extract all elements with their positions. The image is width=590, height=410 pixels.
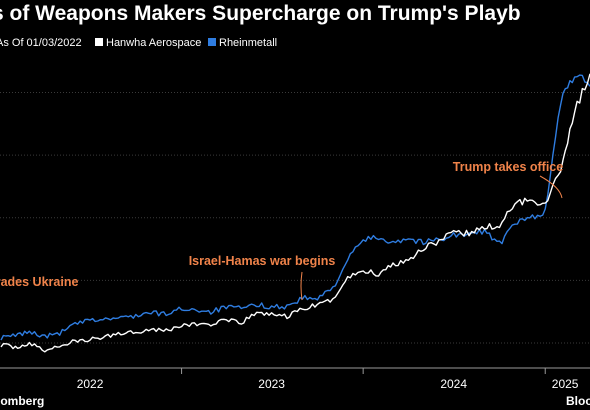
x-tick-label-2023: 2023 [258,377,285,391]
legend-note: As Of 01/03/2022 [0,37,82,49]
annotation-label-2: Trump takes office [453,160,563,174]
annotation-label-1: Israel-Hamas war begins [189,254,336,268]
series-line-rheinmetall [0,74,590,341]
source-credit: oomberg [0,394,45,408]
annotation-label-0: nvades Ukraine [0,275,78,289]
chart-title-text: s of Weapons Makers Supercharge on Trump… [0,2,521,25]
gridlines [0,92,590,369]
x-tick-label-2025: 2025 [552,377,579,391]
annotation-leader-1 [300,271,303,301]
series-lines [0,73,590,353]
legend-item-rheinmetall: Rheinmetall [208,36,277,50]
x-axis: 2022 2023 2024 2025 [77,368,579,391]
brand-credit: Bloo [566,394,590,408]
legend-label-hanwha: Hanwha Aerospace [106,37,202,49]
series-line-hanwha-aerospace [0,73,590,353]
x-tick-label-2022: 2022 [77,377,104,391]
legend-label-rheinmetall: Rheinmetall [219,37,278,49]
chart-title: s of Weapons Makers Supercharge on Trump… [0,0,590,30]
x-tick-label-2024: 2024 [440,377,467,391]
legend-swatch-rheinmetall [208,38,216,46]
annotation-leader-2 [539,175,563,199]
legend-swatch-hanwha [95,38,103,46]
legend-item-hanwha: Hanwha Aerospace [95,36,201,50]
annotations: nvades Ukraine Israel-Hamas war begins Tru… [0,160,563,301]
